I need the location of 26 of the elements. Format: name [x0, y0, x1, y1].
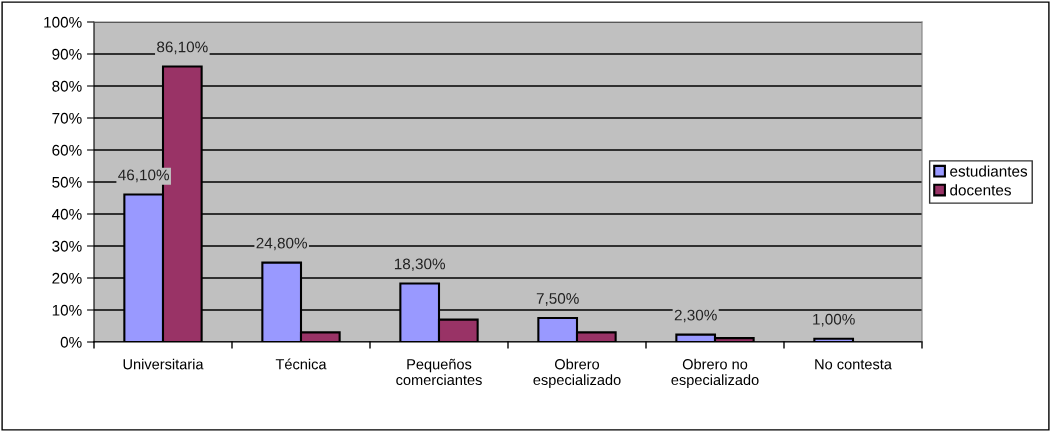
y-tick-label: 20%	[52, 272, 82, 284]
legend-label: docentes	[950, 184, 1011, 196]
y-tick-label: 80%	[52, 80, 82, 92]
y-tick-label: 40%	[51, 208, 82, 220]
x-tick-label: No contesta	[815, 359, 892, 370]
y-tick-label: 100%	[44, 16, 82, 28]
x-tick-label: Obrero especializado	[533, 358, 621, 388]
x-tick-label: Obrero no especializado	[671, 358, 759, 388]
data-label: 1,00%	[813, 313, 855, 327]
data-label: 86,10%	[157, 41, 208, 55]
x-tick-label: Universitaria	[123, 358, 204, 370]
data-label: 46,10%	[118, 169, 170, 183]
x-tick-label: Técnica	[275, 358, 327, 370]
y-tick-label: 70%	[52, 112, 82, 124]
legend-label: estudiantes	[950, 165, 1028, 177]
y-tick-label: 30%	[52, 240, 82, 252]
data-label: 18,30%	[394, 258, 446, 272]
y-tick-label: 50%	[52, 176, 82, 188]
y-tick-label: 60%	[52, 144, 82, 156]
y-tick-label: 90%	[52, 48, 82, 60]
y-tick-label: 0%	[60, 336, 82, 348]
data-label: 2,30%	[674, 309, 717, 323]
y-tick-label: 10%	[52, 304, 82, 316]
x-tick-label: Pequeños comerciantes	[396, 358, 482, 386]
data-label: 24,80%	[256, 237, 308, 251]
data-label: 7,50%	[536, 293, 579, 306]
